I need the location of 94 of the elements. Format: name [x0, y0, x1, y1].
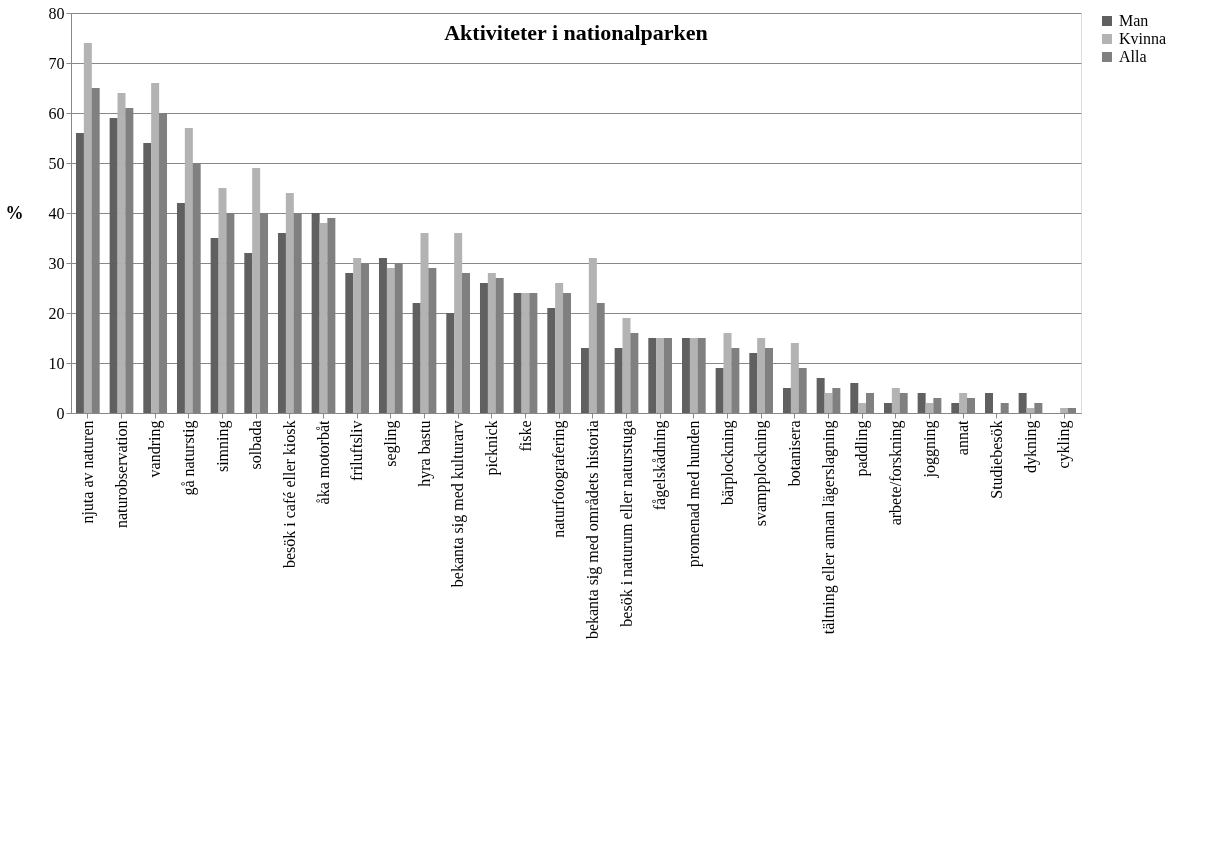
x-tick-label: fågelskådning [651, 420, 670, 511]
bar [353, 258, 362, 413]
bar [285, 193, 294, 413]
chart-title: Aktiviteter i nationalparken [444, 20, 708, 45]
bar [446, 313, 455, 413]
x-tick-label: njuta av naturen [78, 420, 97, 524]
bar [1060, 408, 1069, 413]
x-tick-label: åka motorbåt [314, 419, 332, 505]
bar [790, 343, 799, 413]
bar [614, 348, 623, 413]
bar [184, 128, 193, 413]
bar [420, 233, 429, 413]
x-tick-label: annat [954, 419, 972, 456]
x-tick-label: dykning [1021, 420, 1040, 473]
bar [555, 283, 564, 413]
x-tick-label: friluftsliv [348, 420, 366, 481]
y-tick-label: 80 [48, 4, 65, 22]
bar [580, 348, 589, 413]
x-tick-label: besök i naturum eller naturstuga [617, 420, 636, 627]
x-tick-label: botanisera [785, 420, 803, 487]
x-tick-label: picknick [482, 420, 501, 476]
bar [412, 303, 421, 413]
bar [277, 233, 286, 413]
x-tick-label: paddling [853, 420, 872, 477]
bar [378, 258, 387, 413]
bar [454, 233, 463, 413]
bar [311, 213, 320, 413]
y-tick-label: 30 [48, 254, 65, 272]
bar [959, 393, 968, 413]
bar [479, 283, 488, 413]
bar [252, 168, 261, 413]
x-tick-label: naturfotografering [550, 420, 569, 538]
y-tick-label: 50 [48, 154, 65, 172]
y-axis-title: % [5, 202, 24, 223]
bar [757, 338, 766, 413]
x-tick-label: bärplockning [718, 420, 737, 505]
x-tick-label: simning [213, 420, 232, 473]
x-tick-label: bekanta sig med kulturarv [449, 420, 468, 588]
bar [244, 253, 253, 413]
x-tick-label: naturobservation [112, 420, 130, 529]
x-tick-label: vandring [146, 420, 165, 478]
x-tick-label: joggning [920, 420, 939, 479]
bar [176, 203, 185, 413]
y-tick-label: 0 [56, 404, 65, 422]
legend-label: Kvinna [1119, 30, 1167, 47]
bar [951, 403, 960, 413]
y-tick-label: 20 [48, 304, 65, 322]
bar [917, 393, 926, 413]
bar [487, 273, 496, 413]
bar [588, 258, 597, 413]
x-tick-label: promenad med hunden [684, 420, 703, 568]
x-tick-label: fiske [516, 420, 534, 452]
bar [143, 143, 152, 413]
bar [883, 403, 892, 413]
bar [715, 368, 724, 413]
bar [648, 338, 657, 413]
bar [782, 388, 791, 413]
bar [656, 338, 665, 413]
bar [749, 353, 758, 413]
y-tick-label: 10 [48, 354, 65, 372]
y-tick-label: 40 [48, 204, 65, 222]
bar [547, 308, 556, 413]
bar [858, 403, 867, 413]
y-tick-label: 60 [48, 104, 65, 122]
bar [1018, 393, 1027, 413]
bar [723, 333, 732, 413]
legend-label: Alla [1119, 48, 1147, 65]
x-tick-label: besök i café eller kiosk [280, 420, 298, 568]
bar [984, 393, 993, 413]
legend-label: Man [1119, 12, 1149, 29]
x-tick-label: solbada [247, 420, 265, 470]
x-tick-label: arbete/forskning [886, 420, 905, 526]
bar [151, 83, 160, 413]
x-tick-label: segling [381, 420, 400, 467]
x-tick-label: cykling [1055, 420, 1074, 469]
x-tick-label: svampplockning [752, 420, 771, 527]
x-tick-label: tältning eller annan lägerslagning [819, 420, 838, 635]
x-tick-label: gå naturstig [179, 420, 198, 496]
y-tick-label: 70 [48, 54, 65, 72]
bar [689, 338, 698, 413]
bar [816, 378, 825, 413]
bar [850, 383, 859, 413]
x-tick-label: hyra bastu [415, 420, 434, 487]
x-tick-label: Studiebesök [987, 420, 1005, 499]
x-tick-label: bekanta sig med områdets historia [583, 420, 602, 640]
bar [83, 43, 92, 413]
bar [891, 388, 900, 413]
bar [681, 338, 690, 413]
bar [513, 293, 522, 413]
bar [386, 268, 395, 413]
bar [109, 118, 118, 413]
bar [75, 133, 84, 413]
bar [345, 273, 354, 413]
bar [210, 238, 219, 413]
